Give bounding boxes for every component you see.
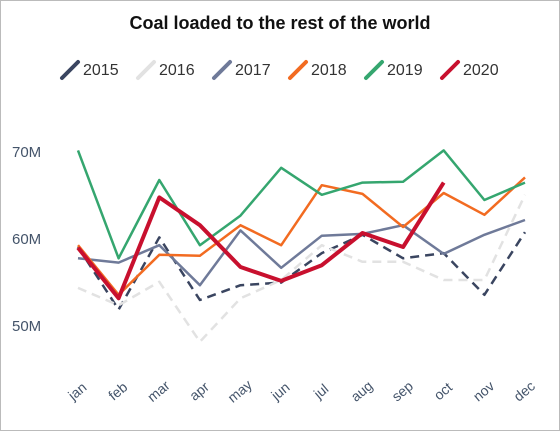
legend-label: 2015 xyxy=(83,62,119,79)
series-line xyxy=(77,176,526,297)
legend-label: 2020 xyxy=(463,62,499,79)
legend-marker xyxy=(60,60,80,80)
series-line xyxy=(77,194,527,344)
legend-marker xyxy=(212,60,232,80)
y-tick-label: 70M xyxy=(12,144,41,161)
legend-marker xyxy=(288,60,308,80)
y-tick-label: 50M xyxy=(12,318,41,335)
y-tick-label: 60M xyxy=(12,231,41,248)
legend-marker xyxy=(440,60,460,80)
legend-marker xyxy=(136,60,156,80)
legend-label: 2019 xyxy=(387,62,423,79)
series-line xyxy=(76,149,526,260)
legend-marker xyxy=(364,60,384,80)
chart-title: Coal loaded to the rest of the world xyxy=(129,13,430,33)
series-line xyxy=(77,218,526,287)
legend-label: 2017 xyxy=(235,62,271,79)
legend-label: 2016 xyxy=(159,62,195,79)
legend-label: 2018 xyxy=(311,62,347,79)
series-line xyxy=(76,181,446,301)
